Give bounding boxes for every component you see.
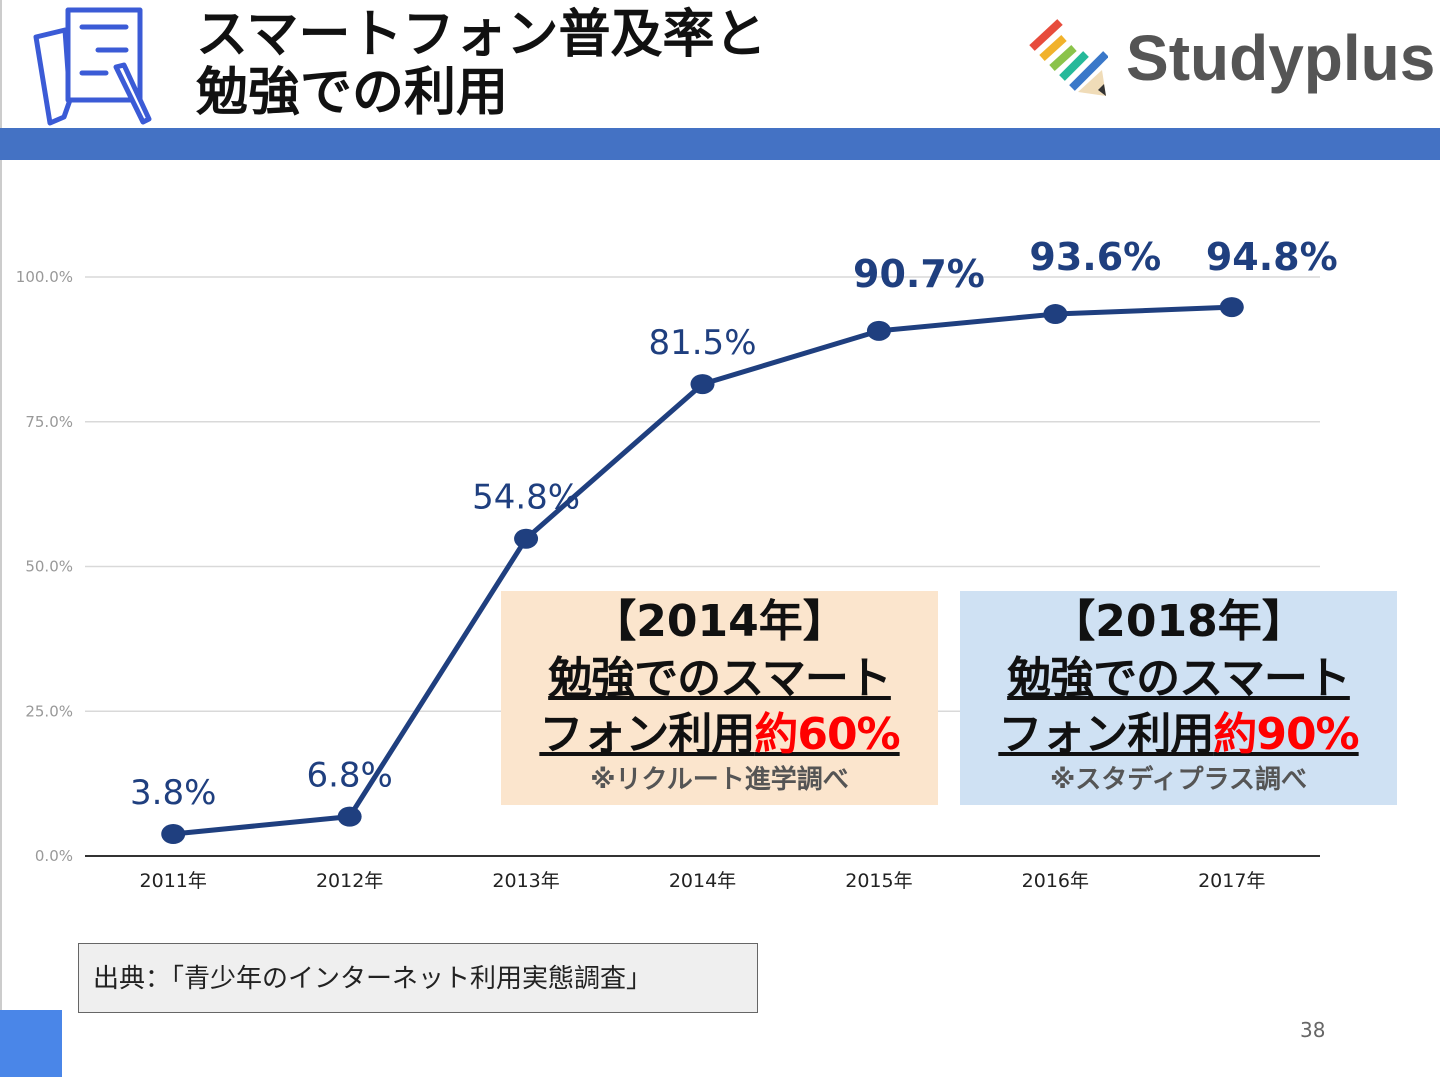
data-label: 90.7% [853,252,985,296]
notes-icon [33,7,152,126]
callout-2018: 【2018年】 勉強でのスマート フォン利用約90% ※スタディプラス調べ [960,591,1397,805]
callout-line2: フォン利用 [539,709,755,760]
data-label: 6.8% [306,756,392,796]
callout-year: 【2014年】 [592,596,847,647]
data-label: 94.8% [1206,235,1338,279]
callout-line2: フォン利用 [998,709,1214,760]
data-label: 81.5% [648,323,756,363]
x-tick-label: 2012年 [316,870,383,892]
data-point [1043,304,1068,325]
x-tick-label: 2013年 [492,870,559,892]
header-band [0,128,1440,160]
data-label: 54.8% [472,478,580,518]
x-tick-label: 2016年 [1022,870,1089,892]
callout-line1: 勉強でのスマート [548,653,892,704]
data-point [161,823,186,844]
page-title: スマートフォン普及率と 勉強での利用 [196,6,766,122]
x-tick-label: 2015年 [845,870,912,892]
data-label: 93.6% [1029,235,1161,279]
data-label: 3.8% [130,773,216,813]
x-tick-label: 2017年 [1198,870,1265,892]
callout-line1: 勉強でのスマート [1007,653,1351,704]
y-tick-label: 75.0% [25,413,73,431]
pencil-logo-icon [1029,19,1108,96]
x-tick-label: 2014年 [669,870,736,892]
data-point [690,374,715,395]
line-chart: 0.0% 25.0% 50.0% 75.0% 100.0% 2011年 2012年 2013年… [16,235,1338,892]
slide-border [0,0,2,1077]
callout-percent: 約90% [1213,709,1359,760]
data-point [514,528,539,549]
source-citation: 出典：「青少年のインターネット利用実態調査」 [78,943,758,1013]
logo-text: Studyplus [1126,22,1436,94]
data-point [866,320,891,341]
page-number: 38 [1300,1018,1326,1042]
corner-accent [0,1010,62,1077]
studyplus-logo: Studyplus [1028,18,1435,98]
callout-year: 【2018年】 [1051,596,1306,647]
title-line2: 勉強での利用 [196,63,509,123]
title-line1: スマートフォン普及率と [196,5,767,65]
callout-percent: 約60% [754,709,900,760]
y-tick-label: 100.0% [16,268,73,286]
y-tick-label: 50.0% [25,558,73,576]
y-tick-label: 25.0% [25,702,73,720]
callout-2014: 【2014年】 勉強でのスマート フォン利用約60% ※リクルート進学調べ [501,591,938,805]
callout-note: ※スタディプラス調べ [1050,765,1307,795]
data-point [337,806,362,827]
y-tick-label: 0.0% [35,847,73,865]
x-tick-label: 2011年 [140,870,207,892]
data-point [1219,297,1244,318]
callout-note: ※リクルート進学調べ [590,765,849,795]
